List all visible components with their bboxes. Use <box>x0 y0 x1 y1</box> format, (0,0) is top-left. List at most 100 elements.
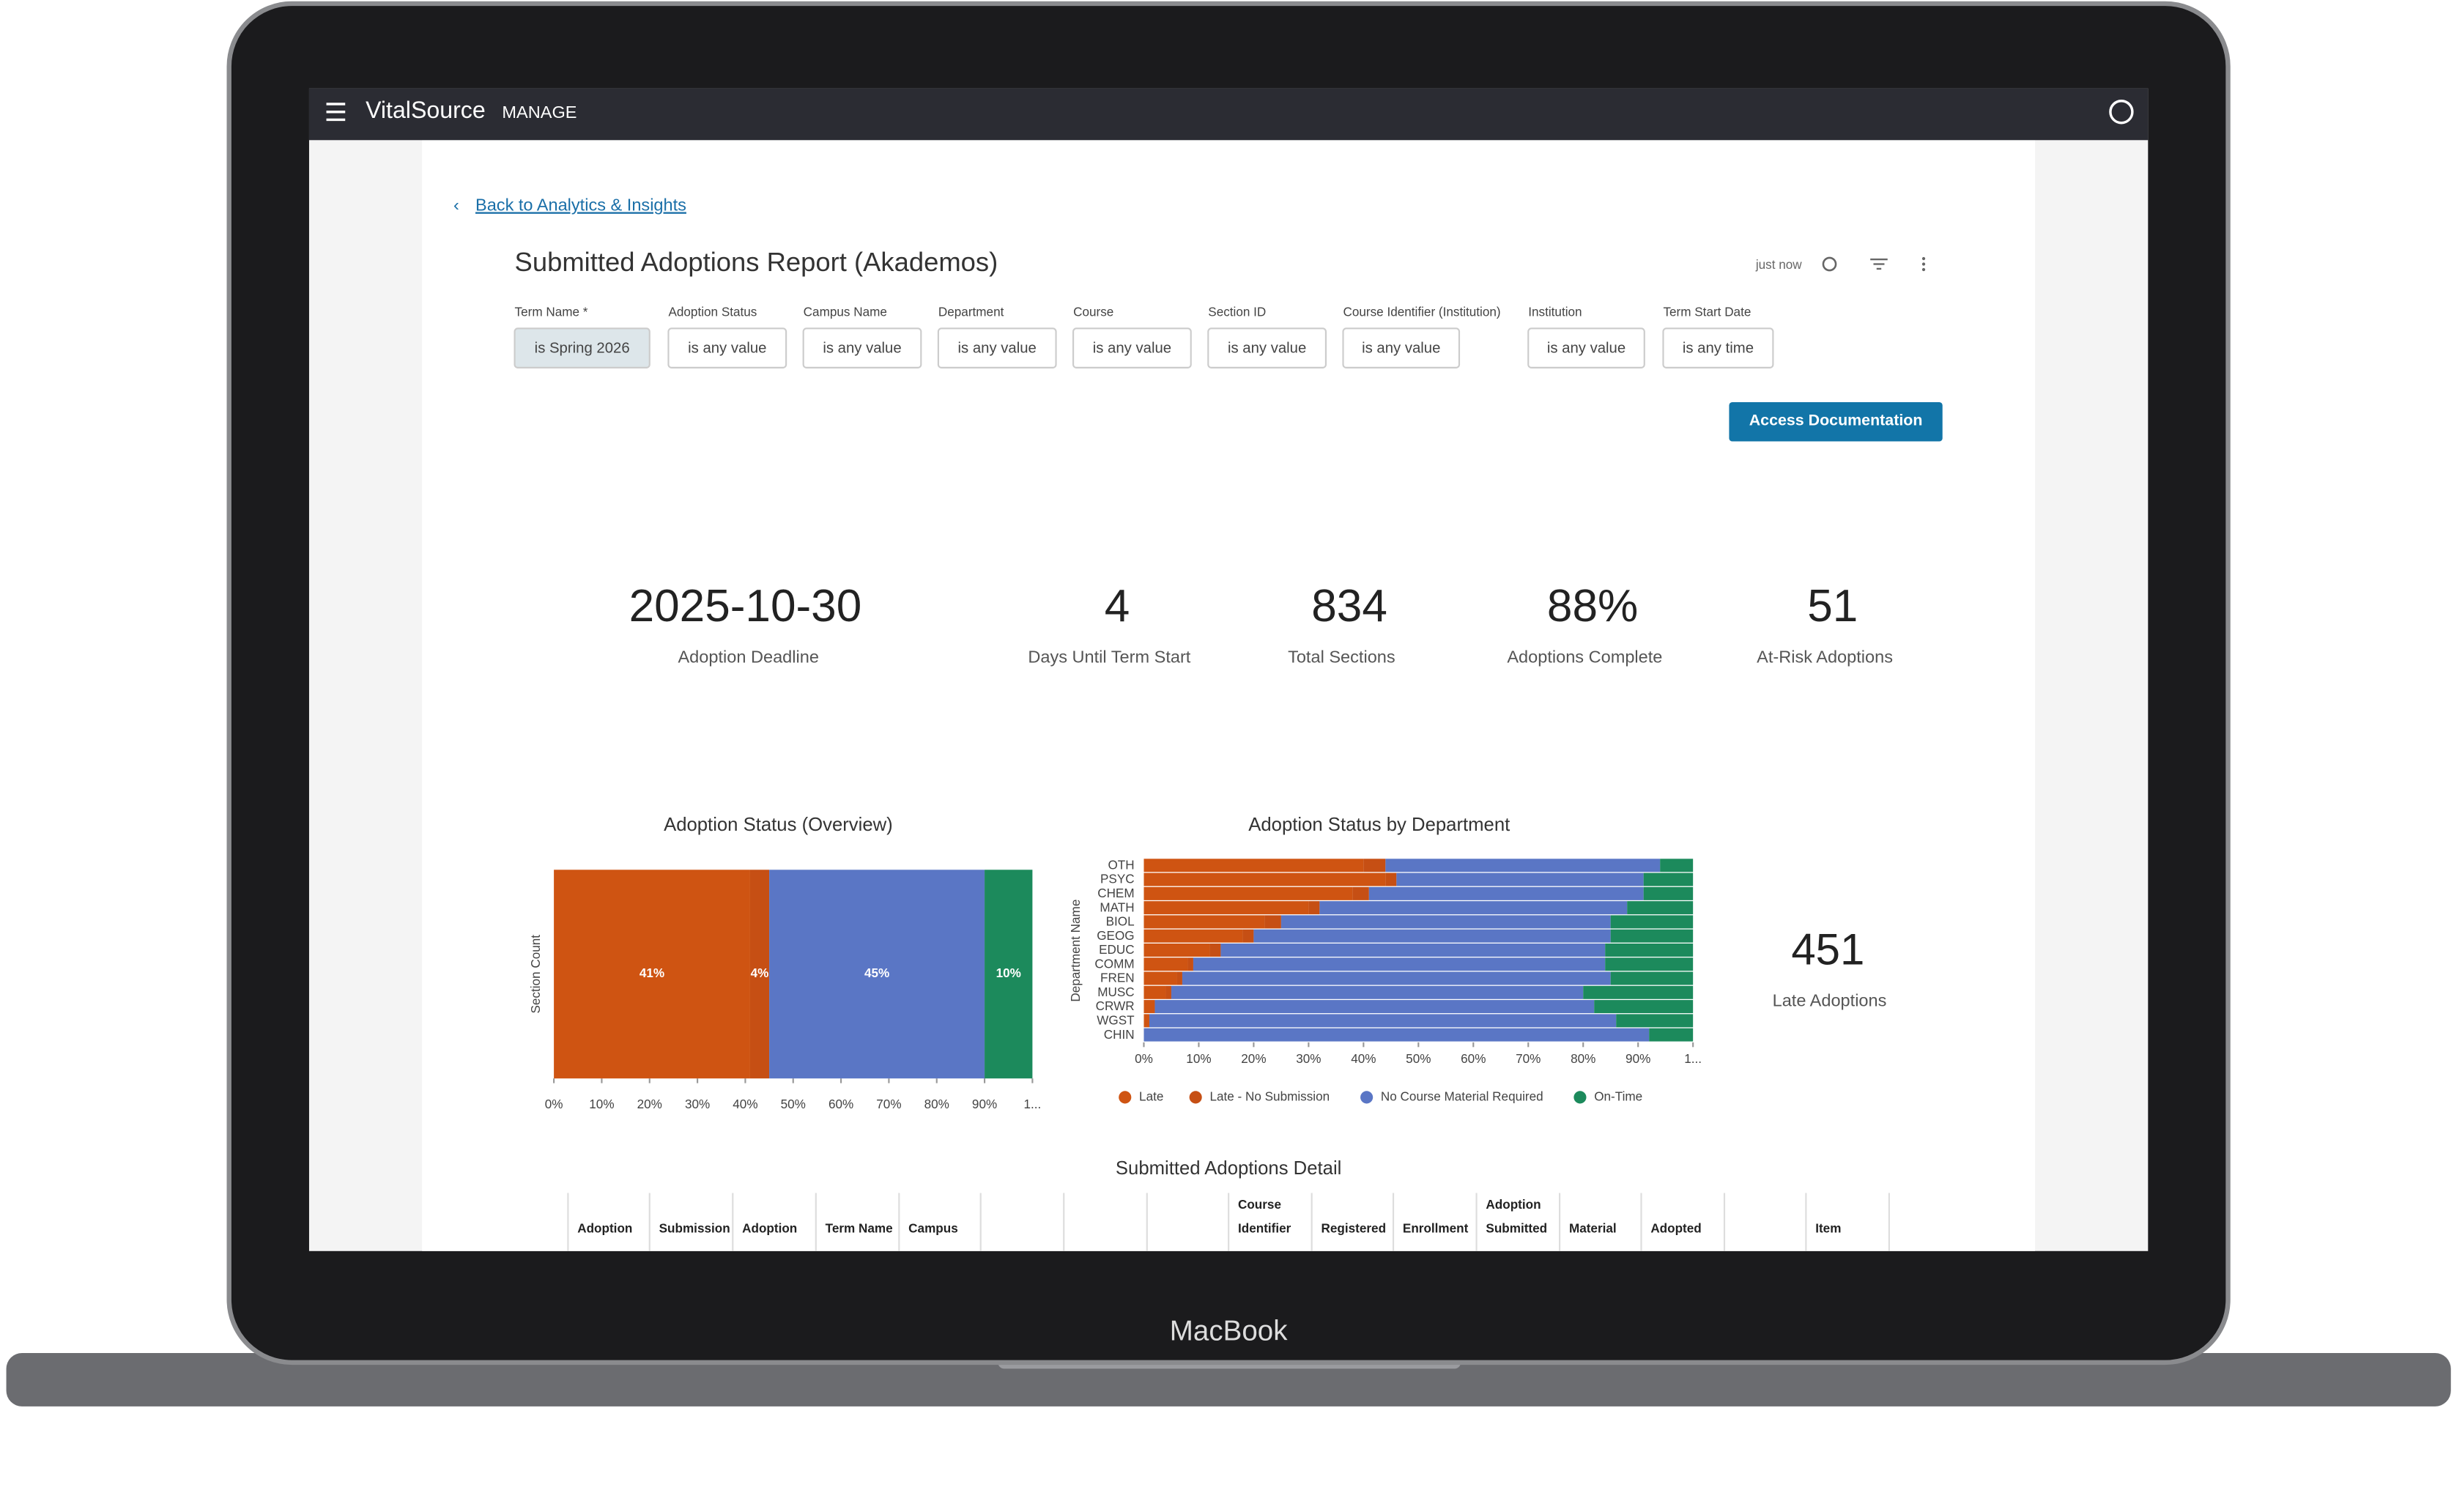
report-title: Submitted Adoptions Report (Akademos) <box>515 247 998 277</box>
category-label: CHIN <box>1104 1027 1135 1042</box>
bar-segment <box>1187 957 1193 971</box>
chart-title: Adoption Status (Overview) <box>664 815 893 835</box>
category-label: CRWR <box>1096 998 1135 1013</box>
bar-segment <box>1220 943 1606 957</box>
nav-bar <box>308 88 2149 141</box>
filter-icon[interactable] <box>1870 258 1888 270</box>
category-label: OTH <box>1108 857 1134 872</box>
bar-segment <box>1143 1028 1650 1042</box>
filter-label: Course Identifier (Institution) <box>1343 304 1501 319</box>
bar-segment <box>1616 1014 1694 1028</box>
x-tick-label: 20% <box>637 1097 662 1111</box>
x-tick-label: 80% <box>924 1097 949 1111</box>
filter-box[interactable] <box>937 327 1057 368</box>
bar-segment <box>985 870 1033 1079</box>
bar-segment <box>1182 971 1611 985</box>
bar-segment <box>1610 915 1694 929</box>
filter-box[interactable] <box>1342 327 1461 368</box>
category-label: MUSC <box>1097 985 1134 999</box>
filter-box[interactable] <box>667 327 787 368</box>
bar-segment <box>1143 971 1177 985</box>
filter-label: Course <box>1073 304 1113 319</box>
filter-box[interactable] <box>1662 327 1774 368</box>
bar-segment <box>1193 957 1606 971</box>
legend-swatch <box>1360 1091 1374 1104</box>
column-header: Adoption <box>1486 1197 1541 1212</box>
x-tick-label: 70% <box>1516 1051 1541 1066</box>
bar-segment <box>1385 872 1397 886</box>
bar-segment <box>1594 1000 1694 1014</box>
filter-box[interactable] <box>1527 327 1645 368</box>
x-tick-label: 90% <box>972 1097 997 1111</box>
bar-segment <box>554 870 750 1079</box>
value-label: 41% <box>640 966 664 980</box>
legend-label: Late - No Submission <box>1209 1089 1330 1103</box>
bar-segment <box>1143 957 1188 971</box>
back-chevron[interactable]: ‹ <box>453 195 459 214</box>
bar-segment <box>1171 985 1584 999</box>
filter-value: is any value <box>1547 341 1626 357</box>
x-tick-label: 1... <box>1684 1051 1702 1066</box>
laptop-base <box>6 1353 2451 1407</box>
bar-segment <box>1143 915 1265 929</box>
bar-segment <box>749 870 770 1079</box>
bar-segment <box>1605 943 1694 957</box>
category-label: EDUC <box>1099 942 1135 957</box>
back-link[interactable]: Back to Analytics & Insights <box>475 195 686 214</box>
legend-swatch <box>1119 1091 1132 1104</box>
column-header: Registered <box>1321 1220 1387 1235</box>
column-header: Submission <box>659 1220 730 1235</box>
chart-title: Adoption Status by Department <box>1248 815 1510 835</box>
product: MANAGE <box>502 103 577 122</box>
table-title: Submitted Adoptions Detail <box>1116 1158 1341 1179</box>
column-header: Course <box>1238 1197 1281 1212</box>
kpi-value: 88% <box>1547 581 1638 631</box>
bar-segment <box>1143 872 1386 886</box>
filter-label: Department <box>938 304 1004 319</box>
column-header: Material <box>1569 1220 1617 1235</box>
bar-segment <box>1319 901 1628 915</box>
x-tick-label: 60% <box>828 1097 853 1111</box>
more-icon[interactable] <box>1921 256 1926 272</box>
bar-segment <box>1253 929 1611 943</box>
x-tick-label: 50% <box>1406 1051 1431 1066</box>
bar-segment <box>1352 886 1369 900</box>
filter-label: Adoption Status <box>668 304 757 319</box>
bar-segment <box>1368 886 1644 900</box>
bar-segment <box>1242 929 1254 943</box>
bar-segment <box>1143 985 1166 999</box>
kpi-label: At-Risk Adoptions <box>1757 647 1893 666</box>
bar-segment <box>1385 859 1661 872</box>
bar-segment <box>1605 957 1694 971</box>
doc-button-label[interactable]: Access Documentation <box>1749 411 1923 429</box>
filter-box[interactable] <box>1207 327 1327 368</box>
brand: VitalSource <box>366 97 486 123</box>
x-tick-label: 0% <box>1135 1051 1153 1066</box>
category-label: BIOL <box>1106 914 1135 929</box>
column-header: Adopted <box>1650 1220 1701 1235</box>
filter-box[interactable] <box>514 327 650 368</box>
kpi-label: Adoption Deadline <box>678 647 818 666</box>
filter-value: is any value <box>1228 341 1306 357</box>
category-label: COMM <box>1094 956 1134 971</box>
bar-segment <box>1143 859 1364 872</box>
legend-swatch <box>1189 1091 1202 1104</box>
category-label: MATH <box>1100 900 1134 914</box>
filter-box[interactable] <box>1072 327 1192 368</box>
late-kpi-label: Late Adoptions <box>1773 990 1887 1009</box>
y-axis-label: Section Count <box>528 935 543 1014</box>
bar-segment <box>1143 943 1210 957</box>
menu-icon[interactable] <box>326 103 346 122</box>
bar-segment <box>1649 1028 1694 1042</box>
doc-button[interactable] <box>1729 401 1943 442</box>
bar-segment <box>1154 1000 1595 1014</box>
refresh-icon[interactable] <box>1822 256 1837 272</box>
x-tick-label: 30% <box>685 1097 710 1111</box>
x-tick-label: 20% <box>1241 1051 1266 1066</box>
filter-box[interactable] <box>802 327 922 368</box>
column-header: Submitted <box>1486 1220 1547 1235</box>
bar-segment <box>1143 886 1353 900</box>
x-tick-label: 0% <box>545 1097 563 1111</box>
user-icon[interactable] <box>2109 100 2134 125</box>
